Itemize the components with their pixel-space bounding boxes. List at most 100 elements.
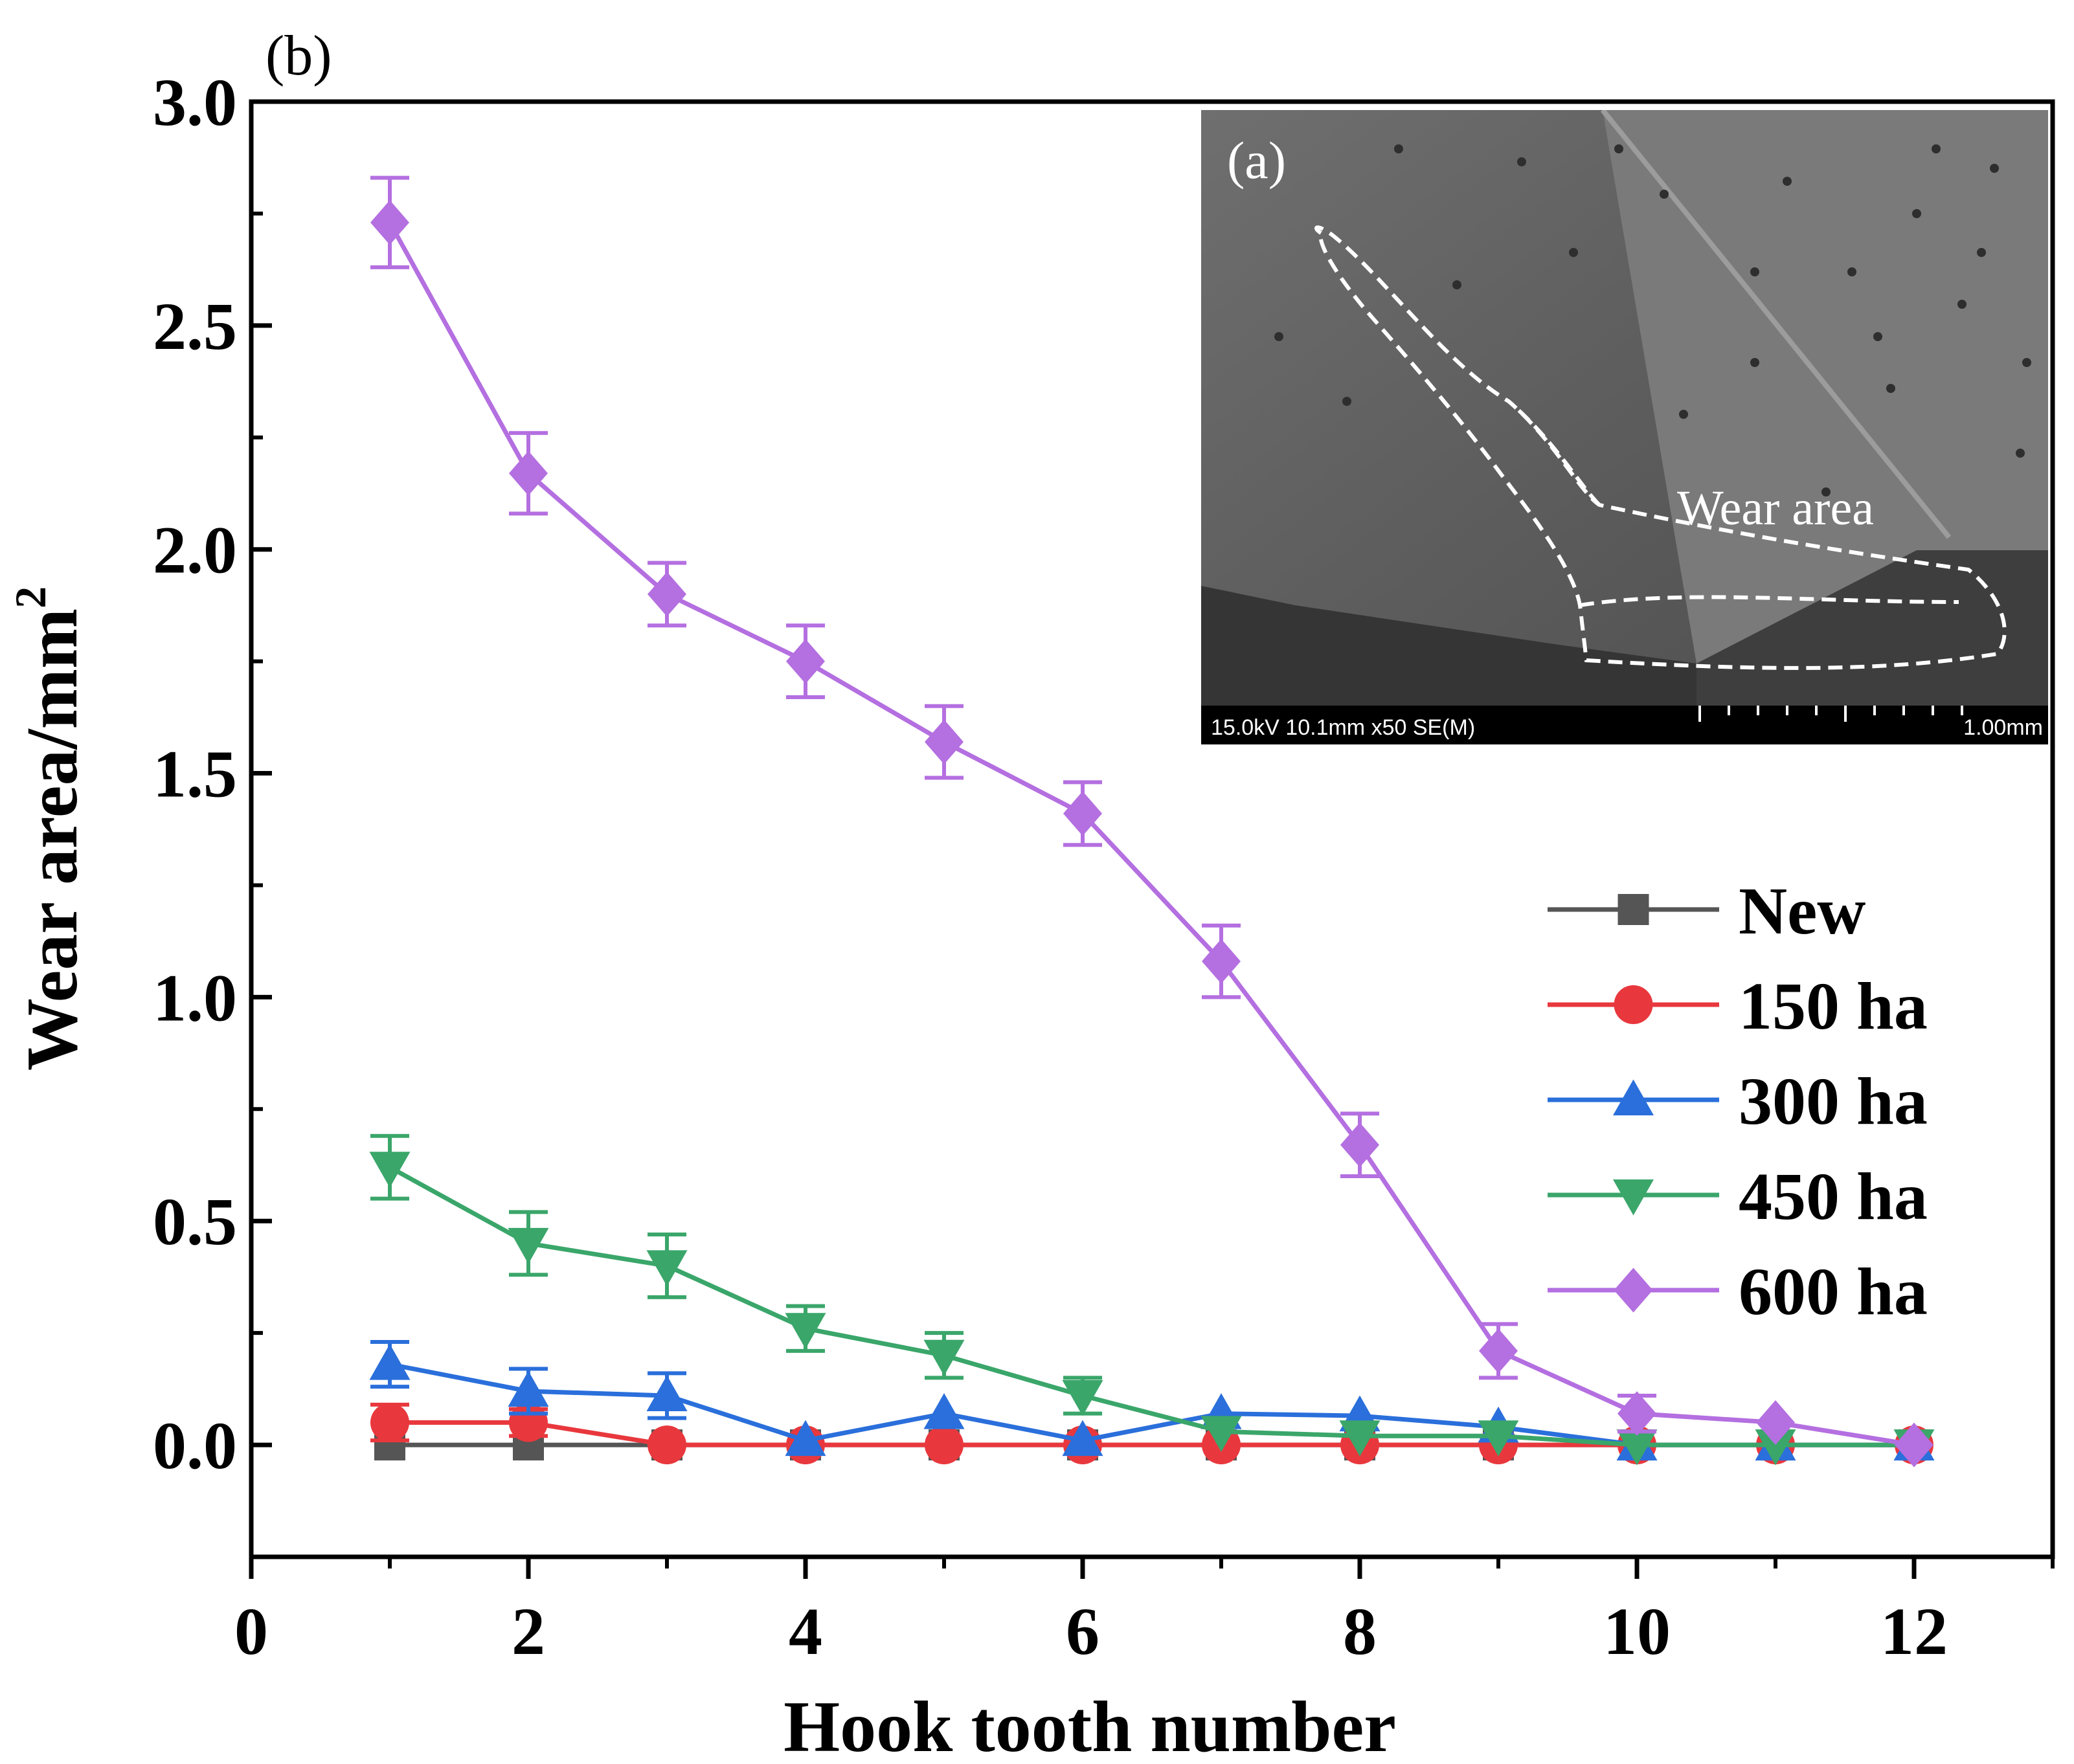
legend-marker xyxy=(1617,894,1649,925)
inset-scale-bar xyxy=(1698,706,1963,722)
legend-label: 600 ha xyxy=(1739,1255,1928,1329)
data-point xyxy=(1755,1429,1796,1466)
data-point xyxy=(508,1370,549,1407)
data-point xyxy=(786,639,825,684)
data-point xyxy=(923,1393,965,1429)
inset-speck xyxy=(1847,267,1856,276)
legend-marker xyxy=(1614,985,1653,1024)
data-point xyxy=(369,1344,411,1380)
inset-speck xyxy=(1569,248,1578,257)
data-point xyxy=(925,1425,964,1465)
inset-speck xyxy=(1452,280,1461,289)
data-point xyxy=(1617,1391,1656,1436)
inset-speck xyxy=(1886,384,1895,393)
y-axis-title-superscript: 2 xyxy=(6,586,55,608)
x-tick-label: 2 xyxy=(512,1594,545,1669)
legend-item: New xyxy=(1548,874,1865,948)
legend-item: 150 ha xyxy=(1548,969,1928,1044)
legend-label: 450 ha xyxy=(1739,1159,1928,1234)
inset-speck xyxy=(1750,267,1759,276)
y-axis-title: Wear area/mm2 xyxy=(6,586,93,1071)
inset-dark-region xyxy=(1201,586,1696,744)
inset-speck xyxy=(1932,144,1941,153)
inset-speck xyxy=(1614,144,1623,153)
x-tick-label: 8 xyxy=(1343,1594,1377,1669)
y-tick-label: 1.5 xyxy=(153,737,237,812)
inset-speck xyxy=(1821,487,1831,497)
data-point xyxy=(1062,1379,1103,1416)
data-point xyxy=(785,1420,826,1457)
legend-marker xyxy=(1613,1079,1654,1115)
inset-speck xyxy=(1957,300,1967,309)
legend-label: 150 ha xyxy=(1739,969,1928,1044)
wear-area-outline-inner xyxy=(1507,399,1959,607)
data-point xyxy=(646,1250,688,1286)
legend-marker xyxy=(1614,1267,1653,1313)
inset-edge-line xyxy=(1600,110,1952,539)
x-tick-label: 6 xyxy=(1066,1594,1099,1669)
inset-speck xyxy=(1517,157,1526,166)
data-point xyxy=(1202,939,1241,984)
series-layer xyxy=(369,175,1935,1468)
wear-area-outline xyxy=(1314,225,2007,670)
inset-speck xyxy=(2016,449,2025,458)
y-axis-title-main: Wear area/mm xyxy=(12,608,93,1071)
data-point xyxy=(508,1227,549,1264)
data-point xyxy=(648,572,686,617)
inset-speck xyxy=(1679,410,1688,419)
data-point xyxy=(370,200,409,245)
legend-item: 450 ha xyxy=(1548,1159,1928,1234)
inset-annotation: Wear area xyxy=(1677,481,1874,535)
legend-item: 300 ha xyxy=(1548,1064,1928,1139)
series-600-ha xyxy=(370,175,1933,1468)
inset-speck xyxy=(1660,190,1669,199)
inset-speck xyxy=(1274,332,1283,341)
y-tick-label: 0.5 xyxy=(153,1185,237,1259)
series-450-ha xyxy=(369,1133,1935,1466)
data-point xyxy=(509,451,548,496)
x-tick-label: 12 xyxy=(1880,1594,1948,1669)
panel-label: (b) xyxy=(265,25,332,87)
y-tick-label: 2.0 xyxy=(153,513,237,588)
inset-speck xyxy=(2022,358,2031,367)
series-line xyxy=(387,221,1915,1447)
inset-speck xyxy=(1394,144,1403,153)
data-point xyxy=(785,1313,826,1349)
data-point xyxy=(1063,791,1102,836)
x-tick-label: 10 xyxy=(1603,1594,1671,1669)
data-point xyxy=(1339,1420,1381,1457)
legend-label: New xyxy=(1739,874,1865,948)
inset-sem-image: (a) Wear area 15.0kV 10.1mm x50 SE(M) 1.… xyxy=(1201,110,2048,744)
y-tick-label: 1.0 xyxy=(153,961,237,1035)
legend-marker xyxy=(1613,1179,1654,1216)
inset-speck xyxy=(1977,248,1986,257)
inset-panel-label: (a) xyxy=(1227,131,1286,190)
data-point xyxy=(648,1425,686,1465)
data-point xyxy=(1478,1420,1519,1457)
series-line xyxy=(389,1362,1914,1447)
inset-bottom-right-region xyxy=(1696,550,2048,744)
inset-speck xyxy=(1873,332,1882,341)
data-point xyxy=(646,1375,688,1411)
data-point xyxy=(925,719,964,765)
data-point xyxy=(1895,1422,1933,1468)
data-point xyxy=(1340,1122,1379,1168)
inset-speck xyxy=(1783,177,1792,186)
legend: New 150 ha 300 ha 450 ha 600 ha xyxy=(1548,874,1928,1329)
data-point xyxy=(1062,1420,1103,1457)
inset-scale-info: 15.0kV 10.1mm x50 SE(M) xyxy=(1211,715,1475,740)
plot-frame xyxy=(249,99,2055,1559)
data-point xyxy=(1479,1328,1518,1374)
inset-speck xyxy=(1990,164,1999,173)
inset-speck xyxy=(1342,397,1351,406)
inset-speck xyxy=(1912,209,1921,218)
data-point xyxy=(1200,1416,1242,1452)
inset-specks xyxy=(1274,144,2031,497)
data-point xyxy=(923,1339,965,1376)
x-axis-title: Hook tooth number xyxy=(783,1687,1396,1764)
series-line xyxy=(389,1165,1914,1447)
data-point xyxy=(370,1403,409,1442)
data-point xyxy=(1756,1400,1795,1445)
inset-scale-value: 1.00mm xyxy=(1963,715,2043,740)
